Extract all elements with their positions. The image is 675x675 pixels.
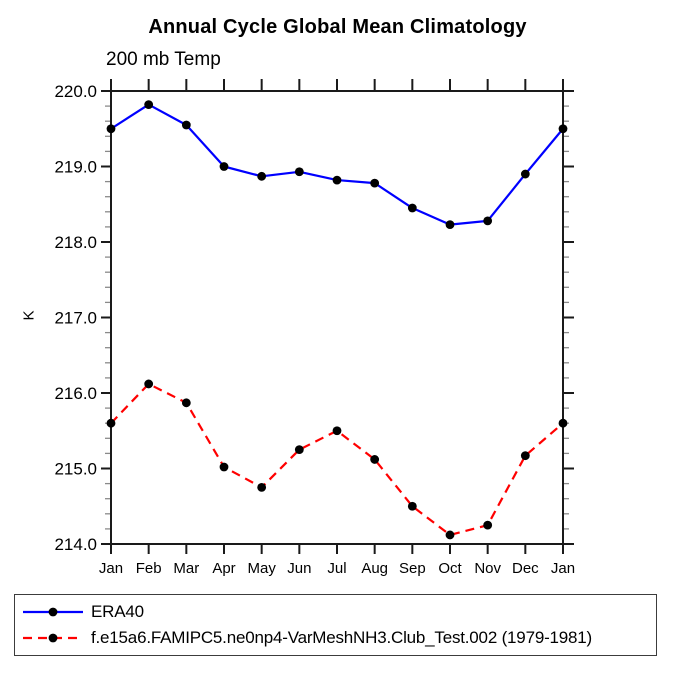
x-tick-label: Oct (438, 560, 462, 577)
legend-label-era40: ERA40 (91, 602, 144, 621)
model-swatch-marker (48, 633, 58, 643)
legend-label-model: f.e15a6.FAMIPC5.ne0np4-VarMeshNH3.Club_T… (91, 628, 593, 647)
x-tick-label: Jan (551, 560, 575, 577)
legend-entry-era40: ERA40 (22, 599, 656, 625)
chart-title: Annual Cycle Global Mean Climatology (148, 16, 527, 38)
x-tick-label: Feb (136, 560, 162, 577)
data-point-marker (294, 445, 304, 455)
x-tick-label: Apr (212, 560, 235, 577)
data-point-marker (144, 100, 154, 109)
data-point-marker (144, 379, 154, 389)
data-point-marker (445, 220, 455, 230)
data-point-marker (445, 530, 455, 540)
era40-line-swatch (23, 607, 83, 617)
data-point-marker (332, 426, 342, 436)
data-point-marker (257, 171, 267, 181)
data-point-marker (520, 451, 530, 461)
data-point-marker (106, 124, 116, 134)
x-tick-label: Dec (512, 560, 539, 577)
x-tick-label: Jan (99, 560, 123, 577)
data-point-marker (520, 169, 530, 179)
plot-frame (110, 90, 564, 545)
chart-subtitle: 200 mb Temp (106, 49, 221, 70)
x-tick-label: Mar (173, 560, 199, 577)
data-point-marker (219, 462, 229, 472)
x-tick-label: May (247, 560, 276, 577)
y-tick-label: 220.0 (54, 82, 97, 101)
data-point-marker (407, 501, 417, 511)
data-point-marker (483, 520, 493, 530)
y-tick-label: 217.0 (54, 309, 97, 328)
model-line (110, 382, 564, 537)
x-tick-label: Aug (361, 560, 388, 577)
y-tick-label: 216.0 (54, 384, 97, 403)
x-tick-label: Jun (287, 560, 311, 577)
data-point-marker (370, 455, 380, 464)
data-point-marker (181, 398, 191, 408)
x-tick-label: Nov (474, 560, 501, 577)
y-tick-label: 214.0 (54, 535, 97, 554)
data-point-marker (370, 178, 380, 188)
data-point-marker (219, 162, 229, 171)
era40-line (110, 103, 564, 226)
data-point-marker (558, 124, 568, 134)
data-point-marker (332, 175, 342, 185)
era40-swatch-marker (48, 607, 58, 617)
x-tick-label: Sep (399, 560, 426, 577)
data-point-marker (106, 418, 116, 428)
model-line-swatch (23, 633, 83, 643)
y-tick-label: 219.0 (54, 158, 97, 177)
data-point-marker (257, 482, 267, 492)
legend-box: ERA40 f.e15a6.FAMIPC5.ne0np4-VarMeshNH3.… (14, 594, 657, 656)
y-tick-label: 218.0 (54, 233, 97, 252)
legend-entry-model: f.e15a6.FAMIPC5.ne0np4-VarMeshNH3.Club_T… (22, 625, 656, 651)
data-point-marker (181, 120, 191, 130)
x-tick-label: Jul (327, 560, 346, 577)
y-tick-label: 215.0 (54, 460, 97, 479)
data-point-marker (407, 203, 417, 213)
data-point-marker (294, 167, 304, 177)
data-point-marker (483, 216, 493, 226)
data-point-marker (558, 418, 568, 428)
